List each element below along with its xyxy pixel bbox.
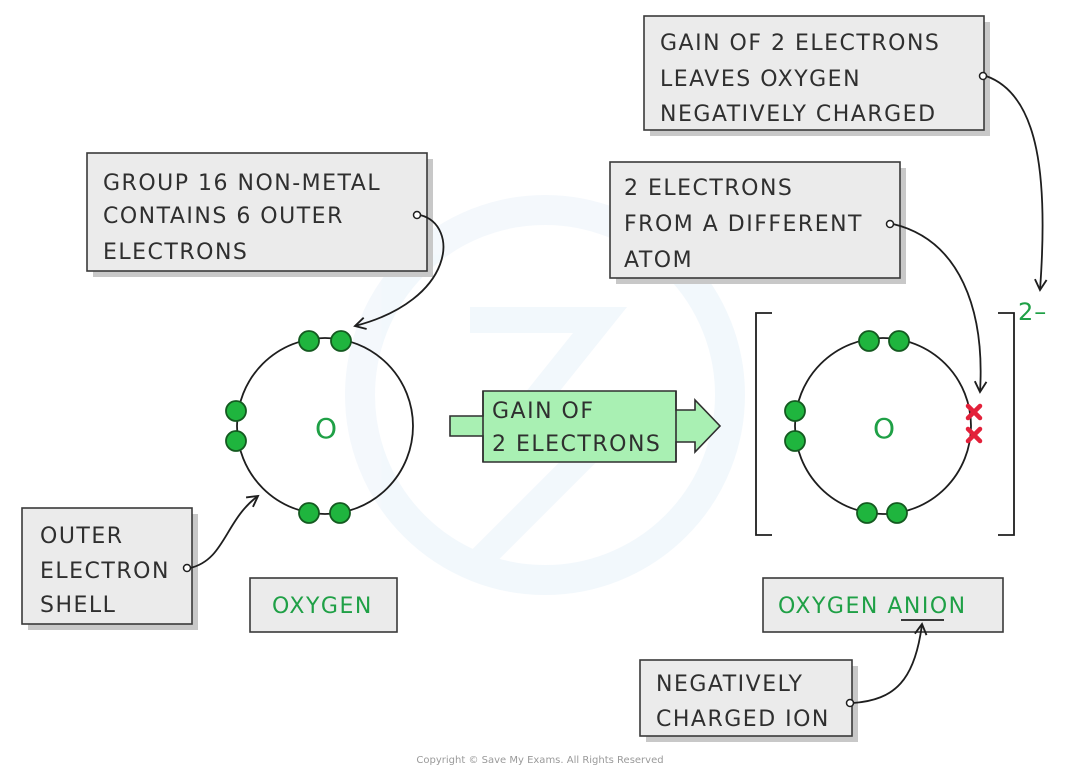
callout-two-electrons-line1: 2 ELECTRONS bbox=[624, 176, 793, 201]
callout-negative-ion-line2: CHARGED ION bbox=[656, 707, 830, 732]
anion-label-underlined: ANI bbox=[887, 594, 930, 619]
outer-shell-pointer-arrow bbox=[189, 494, 260, 569]
ion-charge: 2– bbox=[1018, 298, 1047, 326]
callout-outer-shell-line1: OUTER bbox=[40, 524, 124, 549]
anion-label-suffix: ON bbox=[930, 594, 967, 619]
electron bbox=[784, 400, 806, 422]
oxygen-atom: O bbox=[225, 330, 414, 524]
gain-arrow: GAIN OF 2 ELECTRONS bbox=[449, 390, 722, 463]
callout-two-electrons: 2 ELECTRONS FROM A DIFFERENT ATOM bbox=[609, 161, 906, 284]
callout-gain-line1: GAIN OF 2 ELECTRONS bbox=[660, 31, 940, 56]
electron bbox=[298, 502, 320, 524]
electron bbox=[856, 502, 878, 524]
gained-electron-cross bbox=[965, 403, 983, 421]
electron bbox=[225, 400, 247, 422]
ion-symbol: O bbox=[873, 412, 895, 445]
electron bbox=[886, 502, 908, 524]
gain-arrow-line2: 2 ELECTRONS bbox=[492, 432, 661, 457]
oxygen-anion-label: OXYGEN ANION bbox=[762, 577, 1004, 633]
callout-two-electrons-line3: ATOM bbox=[624, 248, 693, 273]
left-bracket bbox=[755, 312, 772, 536]
copyright-text: Copyright © Save My Exams. All Rights Re… bbox=[416, 755, 663, 766]
callout-outer-shell-line3: SHELL bbox=[40, 593, 116, 618]
electron bbox=[298, 330, 320, 352]
electron bbox=[225, 430, 247, 452]
gain-arrow-line1: GAIN OF bbox=[492, 399, 595, 424]
charge-pointer-arrow bbox=[985, 75, 1048, 292]
electrons-pointer-arrow bbox=[892, 223, 988, 394]
callout-group16: GROUP 16 NON-METAL CONTAINS 6 OUTER ELEC… bbox=[86, 152, 433, 277]
callout-group16-line1: GROUP 16 NON-METAL bbox=[103, 171, 381, 196]
gained-electron-cross bbox=[965, 426, 983, 444]
callout-group16-line2: CONTAINS 6 OUTER bbox=[103, 204, 344, 229]
callout-gain-line2: LEAVES OXYGEN bbox=[660, 67, 861, 92]
group16-pointer-arrow bbox=[353, 214, 445, 330]
callout-outer-shell: OUTER ELECTRON SHELL bbox=[21, 507, 198, 630]
callout-negative-ion-line1: NEGATIVELY bbox=[656, 672, 803, 697]
ion-electron-shell bbox=[794, 337, 972, 515]
anion-label-prefix: OXYGEN bbox=[778, 594, 879, 619]
electron bbox=[858, 330, 880, 352]
electron bbox=[329, 502, 351, 524]
callout-two-electrons-line2: FROM A DIFFERENT bbox=[624, 212, 863, 237]
oxygen-anion-label-text: OXYGEN ANION bbox=[778, 594, 967, 619]
right-bracket bbox=[998, 312, 1015, 536]
electron bbox=[330, 330, 352, 352]
callout-outer-shell-line2: ELECTRON bbox=[40, 559, 170, 584]
electron bbox=[784, 430, 806, 452]
oxygen-label-text: OXYGEN bbox=[272, 594, 373, 619]
callout-gain-line3: NEGATIVELY CHARGED bbox=[660, 102, 937, 127]
outer-electron-shell bbox=[236, 337, 414, 515]
callout-group16-line3: ELECTRONS bbox=[103, 240, 248, 265]
electron bbox=[888, 330, 910, 352]
atom-symbol: O bbox=[315, 412, 337, 445]
anion-pointer-arrow bbox=[852, 622, 928, 704]
oxygen-label: OXYGEN bbox=[249, 577, 398, 633]
callout-negative-ion: NEGATIVELY CHARGED ION bbox=[639, 659, 858, 742]
callout-gain-leaves: GAIN OF 2 ELECTRONS LEAVES OXYGEN NEGATI… bbox=[643, 15, 990, 136]
oxygen-ion: O 2– bbox=[755, 298, 1047, 536]
